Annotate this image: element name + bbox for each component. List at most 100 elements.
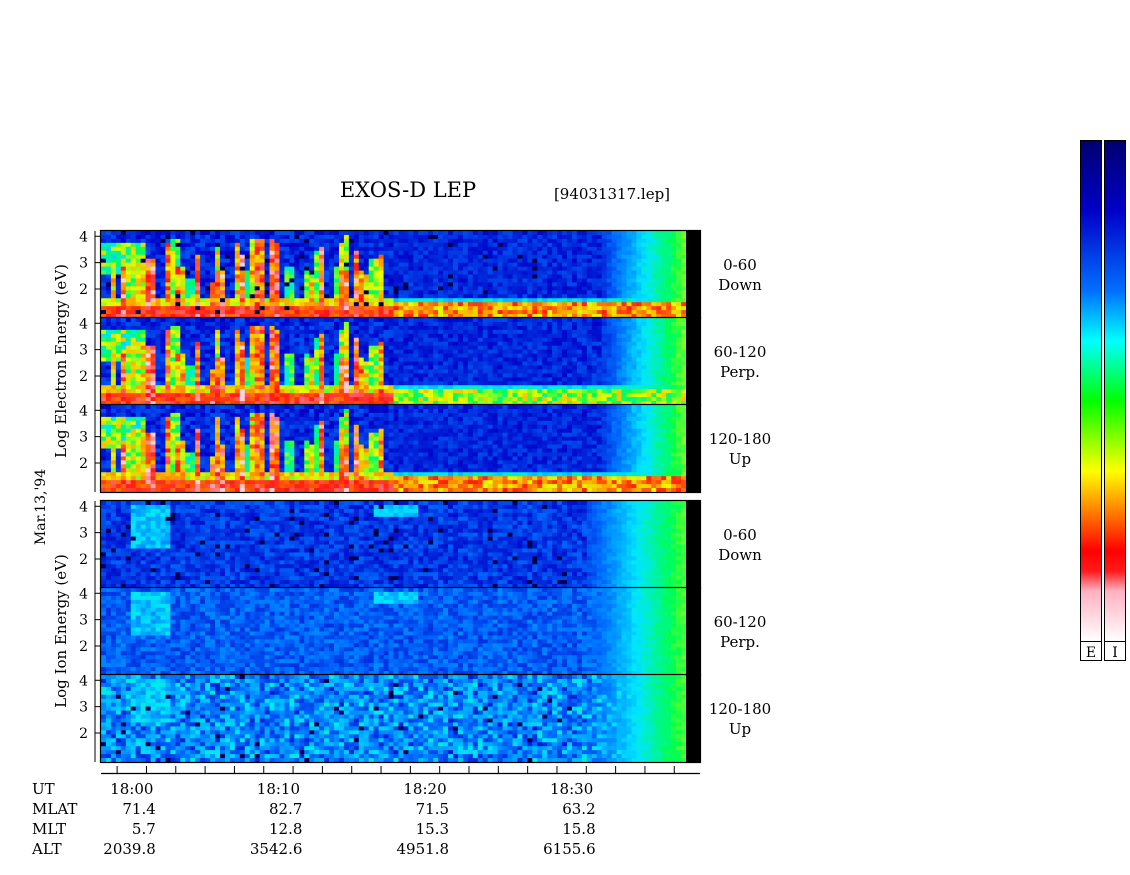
heatmap-cell [343, 337, 350, 343]
heatmap-cell [185, 333, 191, 339]
heatmap-cell [537, 294, 543, 299]
heatmap-cell [403, 254, 409, 260]
heatmap-cell [200, 385, 206, 390]
heatmap-cell [497, 337, 503, 343]
heatmap-cell [492, 397, 499, 402]
heatmap-cell [269, 361, 275, 366]
heatmap-cell [239, 357, 246, 362]
heatmap-cell [378, 262, 384, 267]
heatmap-cell [264, 325, 270, 331]
heatmap-cell [324, 365, 330, 370]
heatmap-cell [547, 242, 553, 248]
heatmap-cell [457, 373, 464, 378]
heatmap-cell [671, 250, 677, 256]
heatmap-cell [145, 310, 151, 315]
heatmap-cell [343, 278, 350, 283]
heatmap-cell [115, 329, 122, 335]
heatmap-cell [239, 361, 246, 366]
heatmap-cell [656, 278, 662, 283]
heatmap-cell [393, 278, 399, 283]
heatmap-cell [115, 369, 122, 374]
heatmap-cell [452, 234, 459, 240]
heatmap-cell [304, 389, 310, 394]
heatmap-cell [457, 310, 464, 315]
heatmap-cell [110, 389, 117, 394]
heatmap-cell [477, 302, 484, 307]
heatmap-cell [378, 369, 384, 374]
heatmap-cell [571, 254, 578, 260]
heatmap-cell [234, 381, 241, 386]
heatmap-cell [264, 310, 270, 315]
heatmap-cell [135, 341, 142, 347]
heatmap-cell [527, 286, 533, 291]
heatmap-cell [373, 254, 380, 260]
heatmap-cell [294, 401, 300, 406]
heatmap-cell [457, 349, 464, 354]
heatmap-cell [428, 310, 434, 315]
heatmap-cell [517, 401, 523, 406]
heatmap-cell [571, 385, 578, 390]
heatmap-cell [274, 266, 280, 271]
heatmap-cell [101, 282, 107, 287]
heatmap-cell [433, 282, 439, 287]
heatmap-cell [294, 377, 300, 382]
heatmap-cell [606, 238, 613, 244]
heatmap-cell [398, 381, 404, 386]
heatmap-cell [681, 262, 687, 267]
heatmap-cell [547, 246, 553, 252]
heatmap-cell [334, 238, 340, 244]
heatmap-cell [309, 373, 315, 378]
heatmap-cell [239, 278, 246, 283]
heatmap-cell [279, 353, 285, 358]
heatmap-cell [522, 385, 528, 390]
heatmap-cell [606, 385, 613, 390]
heatmap-cell [274, 397, 280, 402]
heatmap-cell [596, 310, 603, 315]
heatmap-cell [140, 385, 147, 390]
heatmap-cell [646, 254, 652, 260]
heatmap-cell [130, 274, 137, 279]
heatmap-cell [423, 314, 429, 319]
heatmap-cell [130, 254, 137, 260]
heatmap-cell [254, 231, 261, 236]
heatmap-cell [234, 234, 241, 240]
heatmap-cell [547, 369, 553, 374]
heatmap-cell [319, 353, 325, 358]
heatmap-cell [552, 353, 558, 358]
heatmap-cell [576, 314, 583, 319]
heatmap-cell [224, 389, 231, 394]
heatmap-cell [244, 231, 251, 236]
heatmap-cell [591, 286, 598, 291]
heatmap-cell [487, 262, 494, 267]
heatmap-cell [294, 274, 300, 279]
heatmap-cell [264, 274, 270, 279]
heatmap-cell [338, 333, 345, 339]
heatmap-cell [681, 250, 687, 256]
heatmap-cell [477, 349, 484, 354]
heatmap-cell [492, 270, 499, 275]
heatmap-cell [368, 341, 375, 347]
heatmap-cell [319, 274, 325, 279]
heatmap-cell [110, 246, 117, 252]
heatmap-cell [601, 246, 608, 252]
heatmap-cell [155, 238, 161, 244]
heatmap-cell [358, 385, 365, 390]
heatmap-cell [606, 250, 613, 256]
heatmap-cell [626, 314, 632, 319]
heatmap-cell [507, 266, 513, 271]
heatmap-cell [626, 246, 632, 252]
heatmap-cell [309, 365, 315, 370]
heatmap-cell [264, 361, 270, 366]
heatmap-cell [393, 246, 399, 252]
heatmap-cell [304, 314, 310, 319]
heatmap-cell [284, 290, 290, 295]
heatmap-cell [448, 282, 454, 287]
heatmap-cell [314, 373, 320, 378]
heatmap-cell [507, 397, 513, 402]
heatmap-cell [105, 278, 112, 283]
heatmap-cell [334, 361, 340, 366]
heatmap-cell [190, 290, 196, 295]
heatmap-cell [423, 389, 429, 394]
heatmap-cell [646, 274, 652, 279]
heatmap-cell [358, 286, 365, 291]
